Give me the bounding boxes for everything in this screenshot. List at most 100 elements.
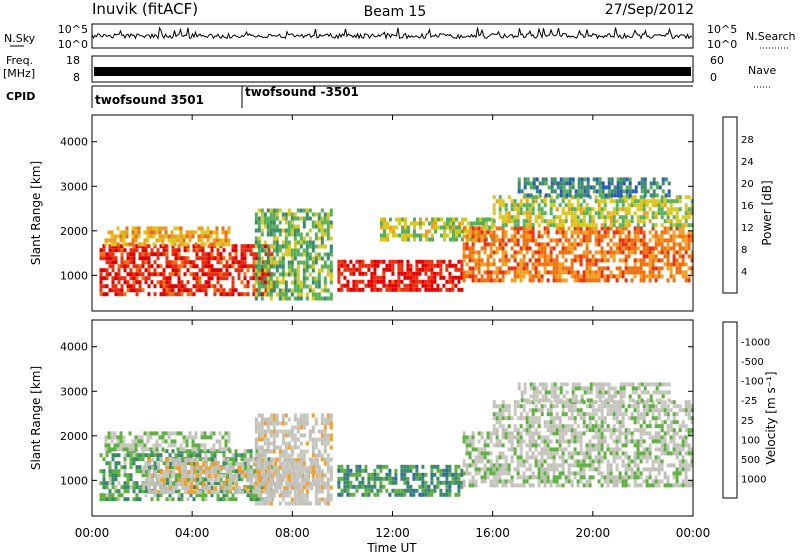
- velocity-cell: [246, 493, 250, 498]
- power-cell: [675, 215, 679, 220]
- power-cell: [648, 278, 652, 283]
- velocity-cell: [176, 431, 180, 436]
- power-cell: [519, 199, 523, 204]
- power-cell: [198, 284, 202, 289]
- velocity-cell: [145, 462, 149, 467]
- power-cell: [663, 254, 667, 259]
- velocity-cell: [138, 457, 142, 462]
- power-cell: [597, 207, 601, 212]
- power-cell: [480, 238, 484, 243]
- power-cell: [594, 230, 598, 235]
- velocity-cell: [184, 470, 188, 475]
- velocity-cell: [474, 455, 478, 460]
- velocity-cell: [114, 453, 118, 458]
- power-cell: [269, 292, 273, 297]
- velocity-cell: [457, 472, 461, 477]
- velocity-cell: [231, 457, 235, 462]
- power-cell: [343, 259, 347, 264]
- velocity-cell: [504, 455, 508, 460]
- velocity-cell: [231, 453, 235, 458]
- power-cell: [546, 242, 550, 247]
- power-cell: [141, 260, 145, 265]
- velocity-cell: [627, 467, 631, 472]
- velocity-cell: [555, 451, 559, 456]
- power-cell: [135, 288, 139, 293]
- power-cell: [430, 275, 434, 280]
- power-cell: [234, 260, 238, 265]
- power-cell: [207, 244, 211, 249]
- power-cell: [192, 248, 196, 253]
- velocity-cell: [343, 480, 347, 485]
- power-cell: [537, 242, 541, 247]
- velocity-cell: [296, 425, 300, 430]
- power-cell: [168, 288, 172, 293]
- velocity-cell: [657, 455, 661, 460]
- power-cell: [275, 236, 279, 241]
- power-cell: [657, 242, 661, 247]
- velocity-cell: [522, 459, 526, 464]
- power-cell: [400, 267, 404, 272]
- velocity-cell: [219, 497, 223, 502]
- power-cell: [591, 258, 595, 263]
- power-cell: [317, 280, 321, 285]
- velocity-cell: [266, 425, 270, 430]
- velocity-cell: [501, 451, 505, 456]
- power-cell: [243, 276, 247, 281]
- velocity-cell: [302, 501, 306, 506]
- velocity-cell: [114, 473, 118, 478]
- velocity-cell: [323, 449, 327, 454]
- power-cell: [370, 275, 374, 280]
- velocity-cell: [451, 480, 455, 485]
- velocity-cell: [284, 473, 288, 478]
- power-cell: [495, 238, 499, 243]
- velocity-cell: [187, 470, 191, 475]
- power-cell: [254, 236, 258, 241]
- power-cell: [498, 203, 502, 208]
- power-cell: [443, 233, 446, 238]
- power-cell: [655, 181, 659, 186]
- velocity-cell: [263, 489, 267, 494]
- power-cell: [504, 270, 508, 275]
- power-cell: [534, 238, 538, 243]
- velocity-cell: [588, 455, 592, 460]
- velocity-cell: [630, 475, 634, 480]
- power-cell: [628, 189, 632, 194]
- power-cell: [120, 260, 124, 265]
- velocity-cell: [636, 455, 640, 460]
- power-cell: [639, 238, 643, 243]
- power-cell: [284, 280, 288, 285]
- power-cell: [269, 256, 273, 261]
- velocity-cell: [486, 467, 490, 472]
- velocity-cell: [465, 443, 469, 448]
- power-cell: [580, 193, 584, 198]
- velocity-cell: [516, 463, 520, 468]
- velocity-cell: [525, 459, 529, 464]
- power-cell: [648, 270, 652, 275]
- power-cell: [183, 284, 187, 289]
- velocity-cell: [579, 467, 583, 472]
- nave-tick-bottom: 0: [710, 71, 717, 84]
- power-cell: [642, 250, 646, 255]
- power-cell: [648, 219, 652, 224]
- power-cell: [323, 228, 327, 233]
- velocity-cell: [160, 474, 164, 479]
- power-cell: [131, 226, 135, 231]
- velocity-cell: [254, 461, 258, 466]
- velocity-cell: [302, 413, 306, 418]
- power-cell: [302, 208, 306, 213]
- velocity-cell: [258, 497, 262, 502]
- power-cell: [473, 221, 476, 226]
- velocity-cell: [648, 435, 652, 440]
- power-cell: [588, 266, 592, 271]
- power-cell: [219, 284, 223, 289]
- velocity-cell: [573, 447, 577, 452]
- power-cell: [687, 238, 691, 243]
- power-cell: [337, 267, 341, 272]
- power-cell: [439, 259, 443, 264]
- power-cell: [264, 288, 268, 293]
- power-cell: [296, 272, 300, 277]
- velocity-cell: [498, 471, 502, 476]
- power-cell: [254, 212, 258, 217]
- velocity-cell: [588, 467, 592, 472]
- power-cell: [681, 230, 685, 235]
